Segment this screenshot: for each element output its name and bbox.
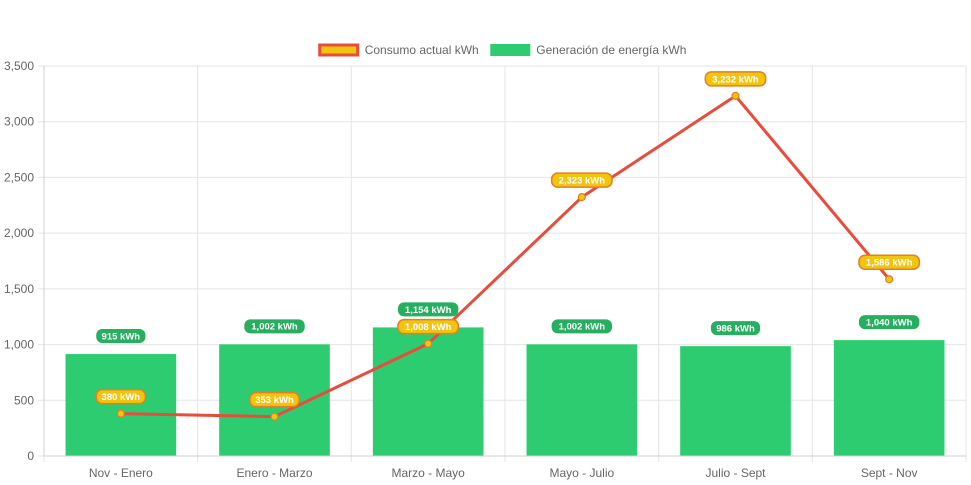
bar-data-label-text: 1,002 kWh <box>251 322 298 333</box>
line-data-label: 1,586 kWh <box>858 254 921 271</box>
x-tick-label: Sept - Nov <box>861 466 918 480</box>
legend-swatch <box>490 44 531 56</box>
x-tick-label: Mayo - Julio <box>549 466 614 480</box>
line-point[interactable] <box>116 409 125 418</box>
line-data-label-text: 1,586 kWh <box>866 258 913 269</box>
bar-data-label: 1,002 kWh <box>244 319 305 334</box>
line-path <box>120 94 891 419</box>
bar-data-label-bg <box>858 315 920 330</box>
bar-data-label-bg <box>710 321 761 336</box>
line-data-label: 2,323 kWh <box>550 172 613 188</box>
grid <box>38 65 967 462</box>
bar[interactable] <box>526 344 638 456</box>
bar-data-label: 986 kWh <box>710 321 761 336</box>
y-tick-label: 1,500 <box>4 282 34 296</box>
bar-data-label-text: 1,002 kWh <box>559 322 606 333</box>
bar-data-label-bg <box>551 319 613 334</box>
line-point[interactable] <box>577 193 586 202</box>
x-tick-label: Marzo - Mayo <box>391 466 465 480</box>
x-tick-label: Julio - Sept <box>705 466 766 480</box>
line-point[interactable] <box>270 412 279 421</box>
bar[interactable] <box>65 354 177 456</box>
legend-item-generacion[interactable]: Generación de energía kWh <box>490 43 686 57</box>
line-data-label: 3,232 kWh <box>704 71 767 87</box>
legend-label: Generación de energía kWh <box>536 43 686 57</box>
bar-data-label-text: 1,040 kWh <box>866 318 913 329</box>
bar-data-label: 1,040 kWh <box>858 315 920 330</box>
line-point[interactable] <box>424 339 433 348</box>
line-data-label-text: 2,323 kWh <box>559 176 606 187</box>
bar-data-label-bg <box>96 329 146 344</box>
line-data-label-bg <box>704 71 767 87</box>
data-labels: 915 kWh 1,002 kWh 1,154 kWh 1,002 kWh 986 kW… <box>95 71 921 408</box>
line-data-label-bg <box>249 391 300 408</box>
bar-data-label-bg <box>244 319 305 334</box>
line-data-label-text: 353 kWh <box>255 395 294 406</box>
bar[interactable] <box>372 327 484 456</box>
bar-data-label-bg <box>397 302 459 317</box>
line-point[interactable] <box>731 91 740 100</box>
bar-data-label-text: 1,154 kWh <box>405 305 452 316</box>
bar-data-label: 1,002 kWh <box>551 319 613 334</box>
line-series <box>116 91 894 421</box>
y-tick-label: 3,000 <box>4 115 34 129</box>
axes: 0 500 1,000 1,500 2,000 2,500 3,000 3,500 Nov - … <box>4 59 966 480</box>
bar-data-label: 1,154 kWh <box>397 302 459 317</box>
legend-label: Consumo actual kWh <box>365 43 479 57</box>
line-data-label-bg <box>397 318 460 335</box>
line-data-label-text: 3,232 kWh <box>712 74 759 85</box>
bar[interactable] <box>680 346 791 456</box>
y-tick-label: 3,500 <box>4 59 34 73</box>
line-data-label-text: 1,008 kWh <box>405 322 452 333</box>
y-tick-label: 1,000 <box>4 338 34 352</box>
line-point[interactable] <box>885 275 894 284</box>
x-tick-label: Enero - Marzo <box>236 466 312 480</box>
legend-swatch <box>318 43 360 57</box>
x-tick-label: Nov - Enero <box>89 466 153 480</box>
y-tick-label: 2,500 <box>4 170 34 184</box>
line-data-label-bg <box>858 254 921 271</box>
legend-item-consumo[interactable]: Consumo actual kWh <box>318 43 479 57</box>
legend[interactable]: Consumo actual kWh Generación de energía … <box>318 43 687 57</box>
y-tick-label: 0 <box>27 449 34 463</box>
line-data-label: 380 kWh <box>95 388 147 405</box>
line-data-label-text: 380 kWh <box>102 392 141 403</box>
y-tick-label: 2,000 <box>4 226 34 240</box>
y-tick-label: 500 <box>14 393 34 407</box>
line-data-label: 1,008 kWh <box>397 318 460 335</box>
line-data-label-bg <box>550 172 613 188</box>
bar[interactable] <box>833 340 945 456</box>
bar-data-label-text: 915 kWh <box>102 331 141 342</box>
bar-data-label-text: 986 kWh <box>716 324 755 335</box>
line-data-label-bg <box>95 388 147 405</box>
bar-data-label: 915 kWh <box>96 329 146 344</box>
bar-series <box>65 327 945 456</box>
line-data-label: 353 kWh <box>249 391 300 408</box>
